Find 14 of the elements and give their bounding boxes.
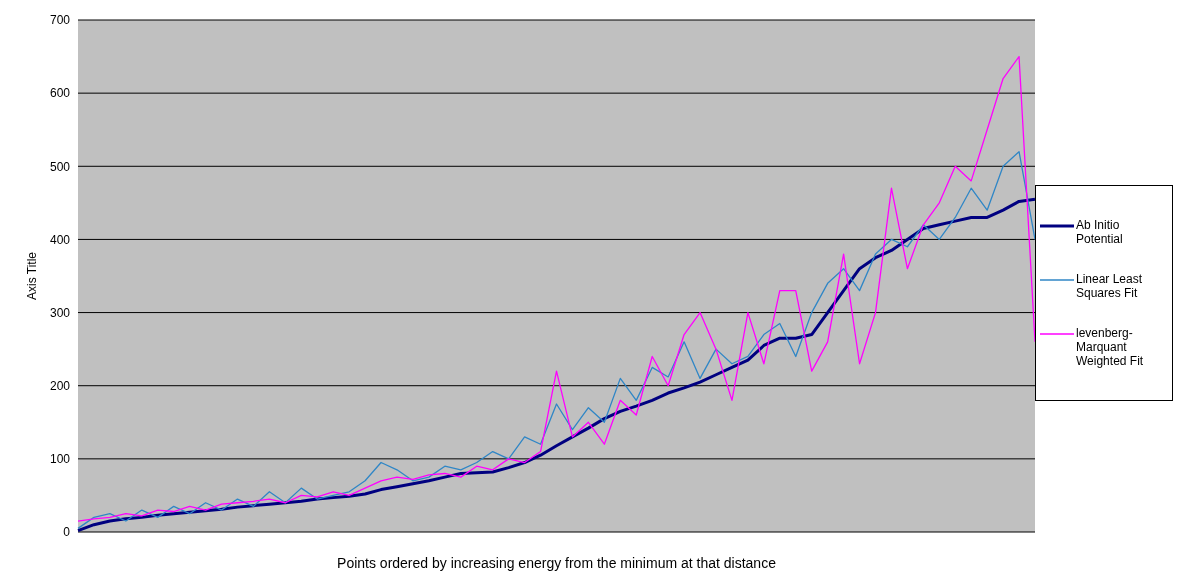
legend-label: levenberg-Marquant Weighted Fit — [1076, 326, 1145, 368]
legend-label: Ab Initio Potential — [1076, 218, 1124, 246]
legend-label: Linear Least Squares Fit — [1076, 272, 1144, 300]
x-axis-title: Points ordered by increasing energy from the minimum at that distance — [337, 555, 777, 571]
y-tick-label: 200 — [49, 378, 71, 393]
y-tick-label: 700 — [49, 13, 71, 28]
y-axis-title: Axis Title — [25, 251, 40, 301]
line-series — [77, 55, 1036, 522]
y-tick-label: 400 — [49, 232, 71, 247]
y-tick-label: 600 — [49, 86, 71, 101]
y-tick-label: 0 — [63, 525, 71, 540]
y-tick-label: 100 — [49, 452, 71, 467]
y-tick-label: 300 — [49, 305, 71, 320]
y-tick-label: 500 — [49, 159, 71, 174]
